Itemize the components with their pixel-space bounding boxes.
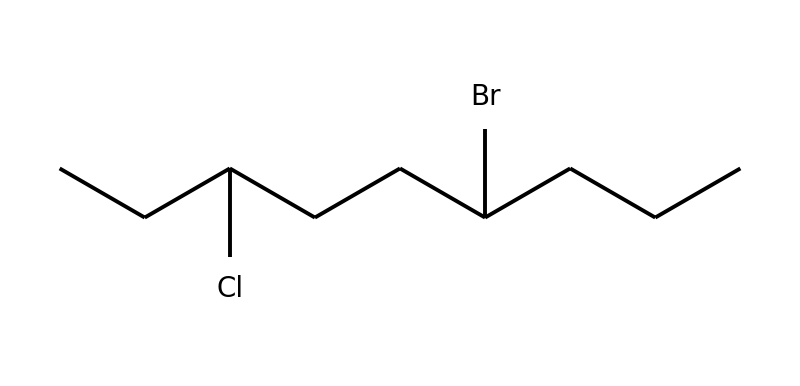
Text: Cl: Cl xyxy=(216,274,243,303)
Text: Br: Br xyxy=(470,83,501,112)
